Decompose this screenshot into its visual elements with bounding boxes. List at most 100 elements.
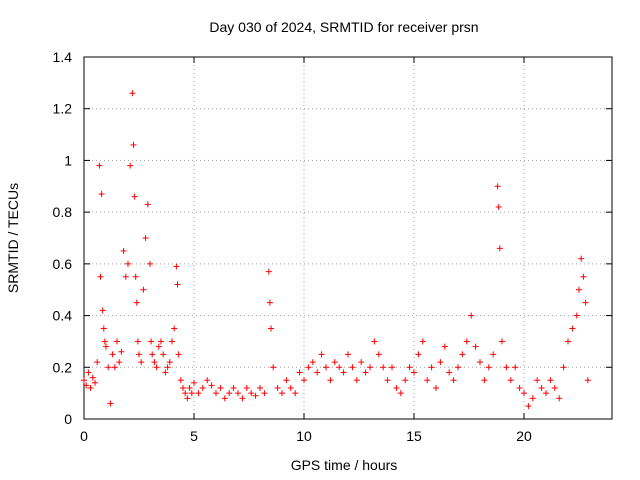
- data-point: [580, 273, 587, 280]
- y-tick-label: 0.4: [53, 308, 73, 324]
- data-point: [345, 351, 351, 358]
- data-point: [174, 281, 181, 288]
- data-point: [100, 325, 107, 332]
- data-point: [406, 364, 413, 371]
- data-point: [89, 374, 96, 381]
- data-point: [204, 377, 211, 384]
- data-point: [463, 338, 470, 345]
- data-point: [98, 191, 105, 198]
- y-tick-label: 0.8: [53, 204, 73, 220]
- x-tick-label: 15: [406, 428, 422, 444]
- data-point: [96, 162, 103, 169]
- data-point: [309, 359, 316, 366]
- y-tick-label: 0.6: [53, 256, 73, 272]
- data-point: [248, 390, 255, 397]
- data-point: [191, 379, 197, 386]
- data-point: [455, 364, 461, 371]
- data-point: [551, 384, 558, 391]
- y-tick-label: 1.2: [53, 101, 73, 117]
- x-tick-label: 10: [296, 428, 312, 444]
- data-point: [507, 377, 514, 384]
- plot-frame: [83, 56, 613, 420]
- data-point: [472, 343, 479, 350]
- data-point: [268, 325, 274, 332]
- data-point: [428, 364, 435, 371]
- data-point: [144, 201, 151, 208]
- data-point: [162, 369, 169, 376]
- data-point: [495, 203, 502, 210]
- data-point: [153, 364, 160, 371]
- data-point: [292, 390, 299, 397]
- data-point: [446, 369, 453, 376]
- data-point: [301, 377, 307, 384]
- data-point: [140, 286, 147, 293]
- data-point: [380, 364, 387, 371]
- data-point: [186, 384, 193, 391]
- y-tick-label: 0: [64, 411, 72, 427]
- data-point: [125, 260, 131, 267]
- data-point: [538, 384, 545, 391]
- data-point: [485, 364, 492, 371]
- data-point: [296, 369, 303, 376]
- data-point: [105, 364, 112, 371]
- data-point: [171, 325, 178, 332]
- data-point: [419, 338, 426, 345]
- data-point: [375, 351, 382, 358]
- data-point: [180, 384, 186, 391]
- data-point: [384, 377, 391, 384]
- data-point: [97, 273, 104, 280]
- data-point: [534, 377, 541, 384]
- data-point: [166, 359, 173, 366]
- data-point: [101, 338, 108, 345]
- data-point: [450, 377, 457, 384]
- data-point: [175, 351, 182, 358]
- data-point: [349, 364, 356, 371]
- x-tick-label: 20: [516, 428, 532, 444]
- data-point: [142, 235, 149, 241]
- data-point: [138, 359, 145, 366]
- data-point: [318, 351, 325, 358]
- data-point: [173, 263, 180, 270]
- data-point: [499, 338, 505, 345]
- data-point: [274, 384, 281, 391]
- data-point: [331, 359, 338, 366]
- data-point: [129, 90, 136, 97]
- data-point: [134, 338, 141, 345]
- data-point: [160, 351, 167, 358]
- data-point: [99, 307, 106, 314]
- x-axis-label: GPS time / hours: [291, 457, 398, 473]
- x-tick-label: 0: [80, 428, 88, 444]
- data-point: [107, 400, 114, 407]
- data-point: [336, 364, 343, 371]
- data-point: [261, 390, 268, 397]
- data-point: [367, 364, 373, 371]
- data-point: [266, 299, 273, 306]
- chart-title: Day 030 of 2024, SRMTID for receiver prs…: [209, 19, 478, 35]
- data-point: [584, 377, 591, 384]
- data-point: [239, 395, 246, 402]
- data-point: [415, 351, 422, 358]
- data-point: [283, 377, 290, 384]
- data-point: [130, 141, 137, 148]
- data-point: [188, 390, 195, 397]
- data-point: [132, 273, 139, 280]
- data-point: [547, 377, 554, 384]
- data-point: [529, 395, 536, 402]
- data-point: [83, 382, 90, 389]
- data-point: [243, 384, 250, 391]
- data-point: [582, 299, 589, 306]
- data-point: [411, 369, 417, 376]
- data-point: [481, 377, 488, 384]
- data-point: [213, 390, 219, 397]
- data-point: [109, 351, 116, 358]
- data-point: [158, 338, 164, 345]
- data-point: [279, 390, 285, 397]
- data-point: [111, 364, 118, 371]
- data-point: [389, 364, 395, 371]
- data-point: [265, 268, 272, 275]
- data-point: [217, 384, 224, 391]
- data-point: [353, 377, 360, 384]
- y-tick-label: 1: [64, 152, 72, 168]
- data-point: [122, 273, 129, 280]
